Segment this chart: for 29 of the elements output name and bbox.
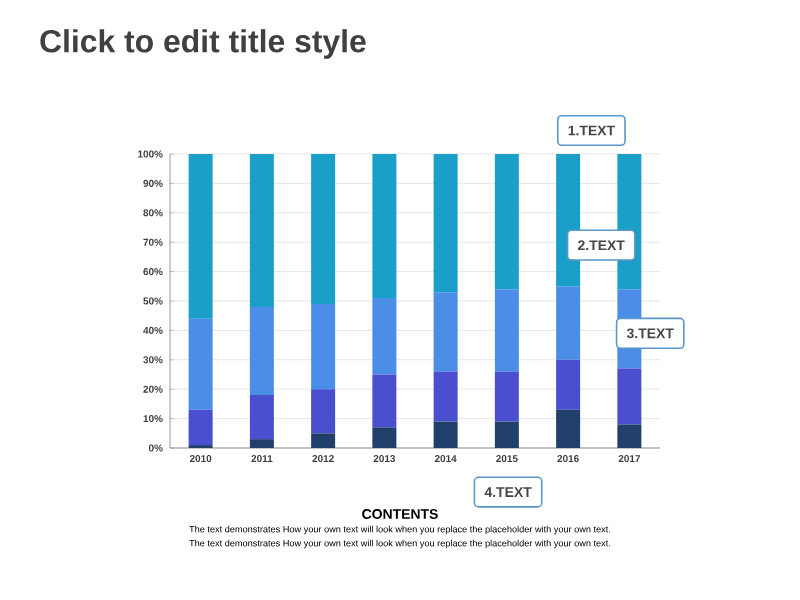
bar xyxy=(249,439,274,448)
bar xyxy=(617,368,642,425)
bar xyxy=(188,318,213,410)
bar xyxy=(556,286,581,360)
bar xyxy=(372,298,397,375)
bar xyxy=(433,292,458,372)
bar xyxy=(372,153,397,299)
bar xyxy=(494,153,519,290)
bar xyxy=(249,153,274,307)
bar xyxy=(556,409,581,448)
bar xyxy=(311,433,336,448)
bar xyxy=(188,409,213,446)
bar xyxy=(249,306,274,396)
bar xyxy=(556,359,581,410)
bar xyxy=(372,374,397,428)
bar xyxy=(372,427,397,448)
chart-title: Click to edit title style xyxy=(40,29,366,59)
bar xyxy=(311,389,336,434)
bar xyxy=(433,371,458,422)
bar xyxy=(433,153,458,293)
bar xyxy=(249,395,274,440)
bar xyxy=(494,371,519,422)
bar xyxy=(494,421,519,448)
bar xyxy=(311,303,336,390)
bar xyxy=(311,153,336,304)
bar xyxy=(433,421,458,448)
bar xyxy=(494,289,519,372)
bar xyxy=(188,153,213,319)
bar xyxy=(617,424,642,448)
